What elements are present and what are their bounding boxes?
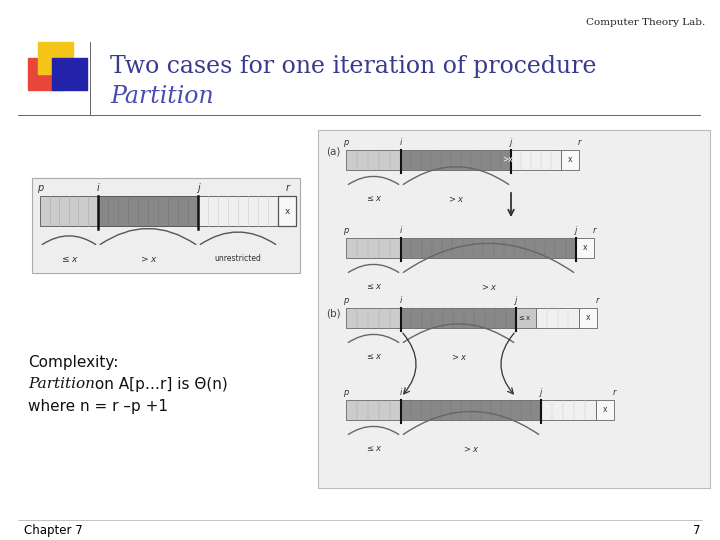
Text: i: i [400,226,402,235]
Text: j: j [515,296,517,305]
Bar [278,196,296,226]
Text: (b): (b) [326,308,341,318]
Text: j: j [510,138,512,147]
Text: $> x$: $> x$ [480,282,497,292]
Text: r: r [577,138,581,147]
Bar [32,178,300,273]
Text: p: p [37,183,43,193]
Text: p: p [343,138,348,147]
Text: >x: >x [503,156,513,165]
Text: p: p [343,296,348,305]
Bar [346,400,401,420]
Bar [346,308,401,328]
Bar [401,400,541,420]
Bar [318,130,710,488]
Text: i: i [400,388,402,397]
Text: Partition: Partition [110,85,214,108]
Text: i: i [96,183,99,193]
Text: 7: 7 [693,524,700,537]
Text: $\leq$x: $\leq$x [517,314,531,322]
Text: j: j [575,226,577,235]
Text: $> x$: $> x$ [462,444,480,454]
Bar [401,150,511,170]
Bar [541,400,596,420]
Bar [536,308,579,328]
Text: $\leq x$: $\leq x$ [365,282,382,291]
Text: p: p [343,388,348,397]
Text: i: i [400,296,402,305]
Text: j: j [540,388,542,397]
Text: r: r [612,388,616,397]
Text: r: r [595,296,599,305]
Text: r: r [286,183,290,193]
Text: x: x [603,406,607,415]
Text: Complexity:: Complexity: [28,355,118,370]
Bar [28,58,63,90]
Bar [516,308,536,328]
Text: x: x [582,244,588,253]
Text: $\leq x$: $\leq x$ [365,194,382,203]
Text: $\leq x$: $\leq x$ [60,254,78,264]
Bar [98,196,198,226]
Text: p: p [343,226,348,235]
Bar [346,238,401,258]
Text: where n = r –p +1: where n = r –p +1 [28,399,168,414]
Bar [198,196,278,226]
Text: Chapter 7: Chapter 7 [24,524,83,537]
Bar [596,400,614,420]
Bar [38,42,73,74]
Text: i: i [400,138,402,147]
Bar [401,308,516,328]
Text: unrestricted: unrestricted [215,254,261,263]
Bar [561,150,579,170]
Text: $> x$: $> x$ [447,194,464,204]
Text: r: r [593,226,595,235]
Bar [576,238,594,258]
Bar [579,308,597,328]
Text: $> x$: $> x$ [139,254,157,264]
Text: $\leq x$: $\leq x$ [365,352,382,361]
Text: $\leq x$: $\leq x$ [365,444,382,453]
Text: (a): (a) [326,146,341,156]
Bar [401,238,576,258]
Text: x: x [586,314,590,322]
Bar [52,58,87,90]
Text: x: x [284,206,289,215]
Text: Computer Theory Lab.: Computer Theory Lab. [586,18,705,27]
Text: $> x$: $> x$ [450,352,467,362]
Text: j: j [197,183,199,193]
Text: Two cases for one iteration of procedure: Two cases for one iteration of procedure [110,55,596,78]
Text: x: x [568,156,572,165]
Text: on A[p…r] is Θ(n): on A[p…r] is Θ(n) [90,377,228,392]
Text: Partition: Partition [28,377,95,391]
Bar [511,150,561,170]
Bar [40,196,98,226]
Bar [346,150,401,170]
